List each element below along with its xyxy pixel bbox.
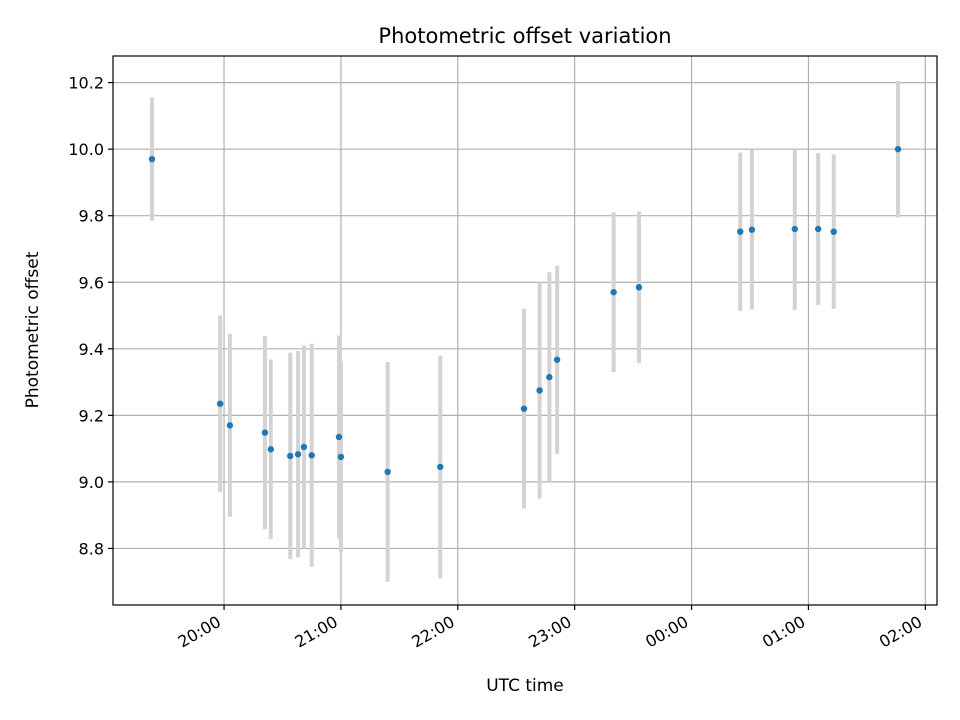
data-point bbox=[536, 387, 543, 394]
data-point bbox=[261, 429, 269, 436]
data-point bbox=[814, 225, 822, 233]
data-point bbox=[737, 228, 744, 235]
y-axis-ticks: 8.8 9.0 9.2 9.4 9.6 9.8 10.0 10.2 bbox=[68, 74, 113, 558]
grid bbox=[113, 56, 937, 605]
data-point bbox=[610, 289, 617, 296]
data-point bbox=[635, 284, 643, 291]
data-point bbox=[216, 400, 224, 407]
y-tick-label: 10.2 bbox=[68, 74, 104, 93]
data-point bbox=[748, 226, 756, 233]
y-tick-label: 9.4 bbox=[79, 340, 104, 359]
data-point bbox=[267, 446, 274, 453]
y-tick-label: 9.6 bbox=[79, 273, 104, 292]
y-tick-label: 9.0 bbox=[79, 473, 104, 492]
data-point bbox=[553, 356, 561, 363]
data-point bbox=[300, 443, 308, 451]
data-point bbox=[287, 452, 294, 460]
data-point bbox=[335, 433, 343, 441]
y-tick-label: 9.8 bbox=[79, 207, 104, 226]
data-point bbox=[337, 453, 345, 461]
data-point bbox=[437, 463, 444, 471]
y-axis-title: Photometric offset bbox=[23, 251, 43, 408]
y-tick-label: 8.8 bbox=[79, 539, 104, 558]
data-point bbox=[830, 228, 837, 235]
data-point bbox=[226, 422, 234, 429]
y-tick-label: 10.0 bbox=[68, 140, 104, 159]
data-point bbox=[148, 155, 156, 163]
data-point bbox=[546, 373, 553, 381]
plot-frame bbox=[112, 55, 938, 606]
chart-title: Photometric offset variation bbox=[378, 24, 671, 48]
x-axis-title: UTC time bbox=[486, 676, 564, 696]
data-point bbox=[308, 452, 315, 459]
data-point bbox=[384, 468, 391, 476]
data-point bbox=[294, 451, 302, 458]
y-tick-label: 9.2 bbox=[79, 406, 104, 425]
data-point bbox=[894, 145, 902, 153]
data-point bbox=[520, 405, 528, 412]
data-points bbox=[148, 145, 902, 476]
data-point bbox=[791, 225, 798, 233]
